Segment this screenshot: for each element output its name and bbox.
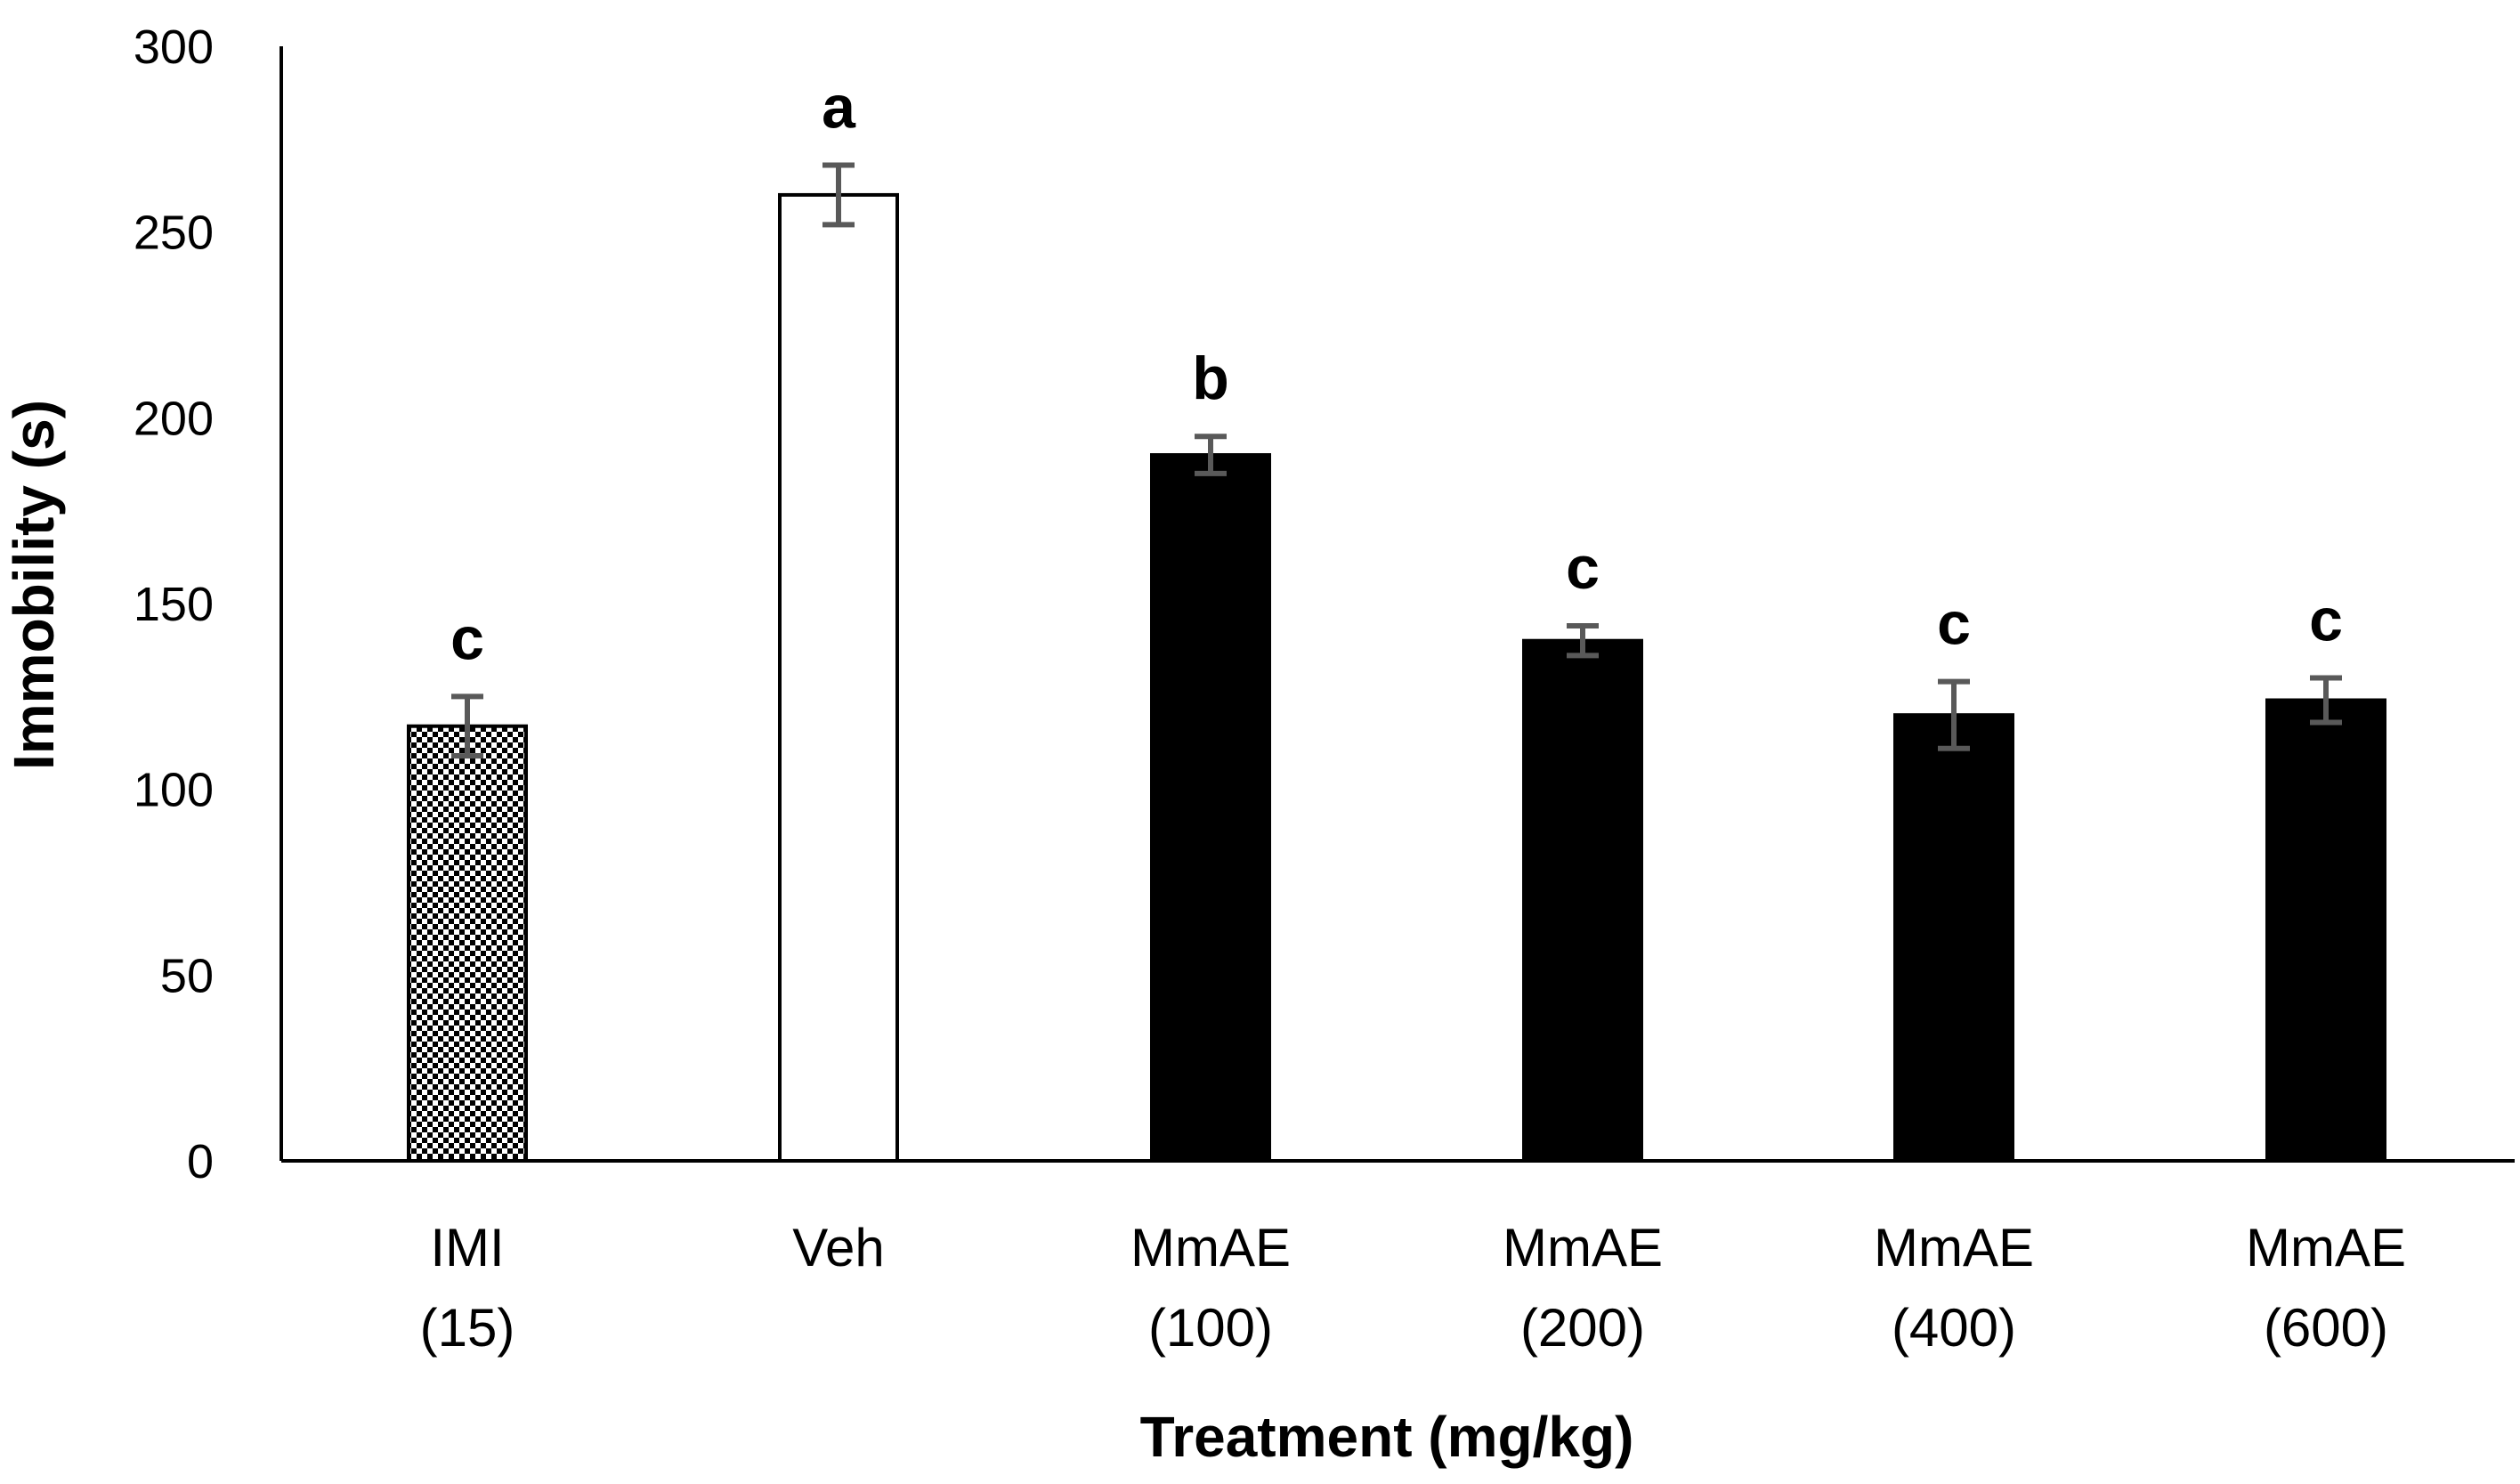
y-tick-label: 50 <box>160 949 214 1002</box>
category-label-line1: MmAE <box>1130 1218 1291 1277</box>
bar <box>1893 713 2014 1163</box>
y-axis-title: Immobility (s) <box>2 400 66 770</box>
category-label-line1: MmAE <box>1503 1218 1663 1277</box>
y-tick-labels: 0 50 100 150 200 250 300 <box>134 20 214 1188</box>
category-labels: IMI (15) Veh MmAE (100) MmAE (200) MmAE (400) MmA… <box>420 1218 2406 1358</box>
error-bars <box>451 162 2342 759</box>
category-label-line2: (15) <box>420 1298 515 1358</box>
category-label-line2: (600) <box>2264 1298 2388 1358</box>
category-label-line1: IMI <box>430 1218 504 1277</box>
bar <box>1522 638 1643 1163</box>
y-tick-label: 300 <box>134 20 214 74</box>
x-axis-title: Treatment (mg/kg) <box>1140 1405 1634 1469</box>
significance-letter: c <box>2309 586 2343 653</box>
bars <box>407 192 2386 1164</box>
y-tick-label: 0 <box>187 1135 214 1188</box>
bar <box>1150 453 1271 1164</box>
significance-letters: c a b c c c <box>450 74 2343 673</box>
bar <box>2265 698 2386 1163</box>
y-tick-label: 150 <box>134 578 214 631</box>
category-label-line1: MmAE <box>1874 1218 2034 1277</box>
category-label-line1: MmAE <box>2246 1218 2406 1277</box>
category-label-line2: (200) <box>1520 1298 1645 1358</box>
y-tick-label: 200 <box>134 392 214 445</box>
significance-letter: a <box>822 74 856 142</box>
significance-letter: b <box>1192 345 1229 412</box>
category-label-line1: Veh <box>792 1218 884 1277</box>
significance-letter: c <box>450 604 484 672</box>
category-label-line2: (100) <box>1148 1298 1273 1358</box>
category-label-line2: (400) <box>1892 1298 2016 1358</box>
bar <box>407 724 528 1163</box>
significance-letter: c <box>1937 590 1971 658</box>
y-tick-label: 100 <box>134 764 214 817</box>
y-tick-label: 250 <box>134 207 214 260</box>
significance-letter: c <box>1566 534 1600 602</box>
bar <box>778 192 899 1163</box>
